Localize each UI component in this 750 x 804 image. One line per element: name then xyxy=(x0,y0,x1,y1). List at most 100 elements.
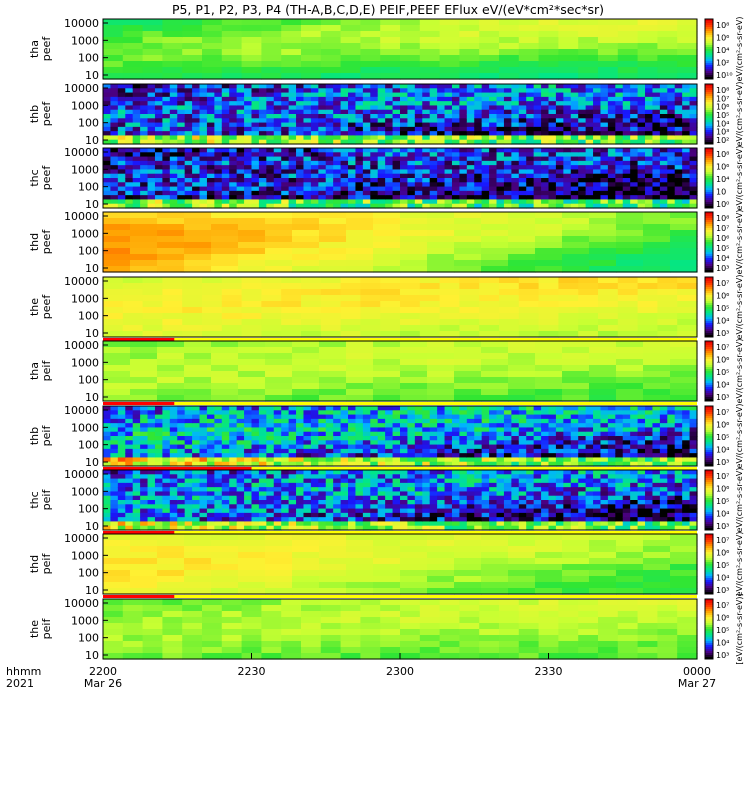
heatmap-cell xyxy=(259,432,267,437)
heatmap-cell xyxy=(170,427,178,432)
heatmap-cell xyxy=(118,440,126,445)
heatmap-cell xyxy=(378,148,386,153)
heatmap-cell xyxy=(125,182,133,187)
heatmap-cell xyxy=(675,110,683,115)
heatmap-cell xyxy=(378,449,386,454)
heatmap-cell xyxy=(155,191,163,196)
heatmap-cell xyxy=(380,313,400,320)
heatmap-cell xyxy=(407,114,415,119)
heatmap-cell xyxy=(133,449,141,454)
heatmap-cell xyxy=(474,427,482,432)
heatmap-cell xyxy=(558,289,578,296)
heatmap-cell xyxy=(407,410,415,415)
heatmap-cell xyxy=(177,491,185,496)
heatmap-cell xyxy=(615,191,623,196)
heatmap-cell xyxy=(481,383,509,390)
heatmap-cell xyxy=(148,449,156,454)
heatmap-cell xyxy=(123,31,143,38)
heatmap-cell xyxy=(459,31,479,38)
heatmap-cell xyxy=(103,389,131,396)
heatmap-cell xyxy=(660,152,668,157)
heatmap-cell xyxy=(534,436,542,441)
heatmap-cell xyxy=(184,389,212,396)
heatmap-cell xyxy=(437,101,445,106)
heatmap-cell xyxy=(148,509,156,514)
heatmap-cell xyxy=(182,313,202,320)
heatmap-cell xyxy=(630,182,638,187)
heatmap-cell xyxy=(445,178,453,183)
heatmap-cell xyxy=(667,118,675,123)
heatmap-cell xyxy=(586,178,594,183)
heatmap-cell xyxy=(660,127,668,132)
heatmap-cell xyxy=(118,423,126,428)
heatmap-cell xyxy=(259,93,267,98)
heatmap-cell xyxy=(556,123,564,128)
heatmap-cell xyxy=(207,419,215,424)
heatmap-cell xyxy=(541,84,549,89)
heatmap-cell xyxy=(229,157,237,162)
heatmap-cell xyxy=(452,110,460,115)
heatmap-cell xyxy=(103,97,111,102)
heatmap-cell xyxy=(326,97,334,102)
panel-tha-peef: 10000100010010thapeef10⁸10⁶10⁴10²10¹⁰eV/… xyxy=(28,17,744,82)
heatmap-cell xyxy=(348,131,356,136)
heatmap-cell xyxy=(556,101,564,106)
heatmap-cell xyxy=(143,289,163,296)
heatmap-cell xyxy=(415,127,423,132)
colorbar-tick-label: 10⁸ xyxy=(716,214,729,223)
heatmap-cell xyxy=(630,178,638,183)
heatmap-cell xyxy=(682,97,690,102)
heatmap-cell xyxy=(261,307,281,314)
heatmap-cell xyxy=(363,406,371,411)
heatmap-cell xyxy=(252,440,260,445)
heatmap-cell xyxy=(130,230,158,237)
heatmap-cell xyxy=(578,105,586,110)
heatmap-cell xyxy=(467,114,475,119)
heatmap-cell xyxy=(333,88,341,93)
heatmap-cell xyxy=(318,195,326,200)
heatmap-cell xyxy=(586,457,594,462)
heatmap-cell xyxy=(615,114,623,119)
heatmap-cell xyxy=(125,440,133,445)
heatmap-cell xyxy=(265,236,293,243)
heatmap-cell xyxy=(214,504,222,509)
heatmap-cell xyxy=(578,289,598,296)
heatmap-cell xyxy=(504,178,512,183)
heatmap-cell xyxy=(422,187,430,192)
heatmap-cell xyxy=(301,61,321,68)
heatmap-cell xyxy=(370,93,378,98)
colorbar-tick-label: 10⁴ xyxy=(716,175,729,184)
heatmap-cell xyxy=(341,110,349,115)
heatmap-cell xyxy=(534,148,542,153)
heatmap-cell xyxy=(244,114,252,119)
heatmap-cell xyxy=(222,277,242,284)
heatmap-cell xyxy=(341,406,349,411)
heatmap-cell xyxy=(281,182,289,187)
heatmap-cell xyxy=(422,118,430,123)
heatmap-cell xyxy=(311,423,319,428)
heatmap-cell xyxy=(539,43,559,50)
heatmap-cell xyxy=(615,131,623,136)
heatmap-cell xyxy=(252,445,260,450)
heatmap-cell xyxy=(427,248,455,255)
heatmap-cell xyxy=(222,97,230,102)
heatmap-cell xyxy=(266,161,274,166)
heatmap-cell xyxy=(140,457,148,462)
heatmap-cell xyxy=(563,110,571,115)
heatmap-cell xyxy=(549,84,557,89)
heatmap-cell xyxy=(652,436,660,441)
heatmap-cell xyxy=(437,423,445,428)
heatmap-cell xyxy=(185,432,193,437)
heatmap-cell xyxy=(623,199,631,204)
heatmap-cell xyxy=(303,406,311,411)
heatmap-cell xyxy=(541,187,549,192)
heatmap-cell xyxy=(652,135,660,140)
heatmap-cell xyxy=(252,118,260,123)
heatmap-cell xyxy=(242,43,262,50)
heatmap-cell xyxy=(437,436,445,441)
heatmap-cell xyxy=(162,470,170,475)
heatmap-cell xyxy=(657,61,677,68)
heatmap-cell xyxy=(237,131,245,136)
heatmap-cell xyxy=(311,169,319,174)
heatmap-cell xyxy=(341,55,361,62)
